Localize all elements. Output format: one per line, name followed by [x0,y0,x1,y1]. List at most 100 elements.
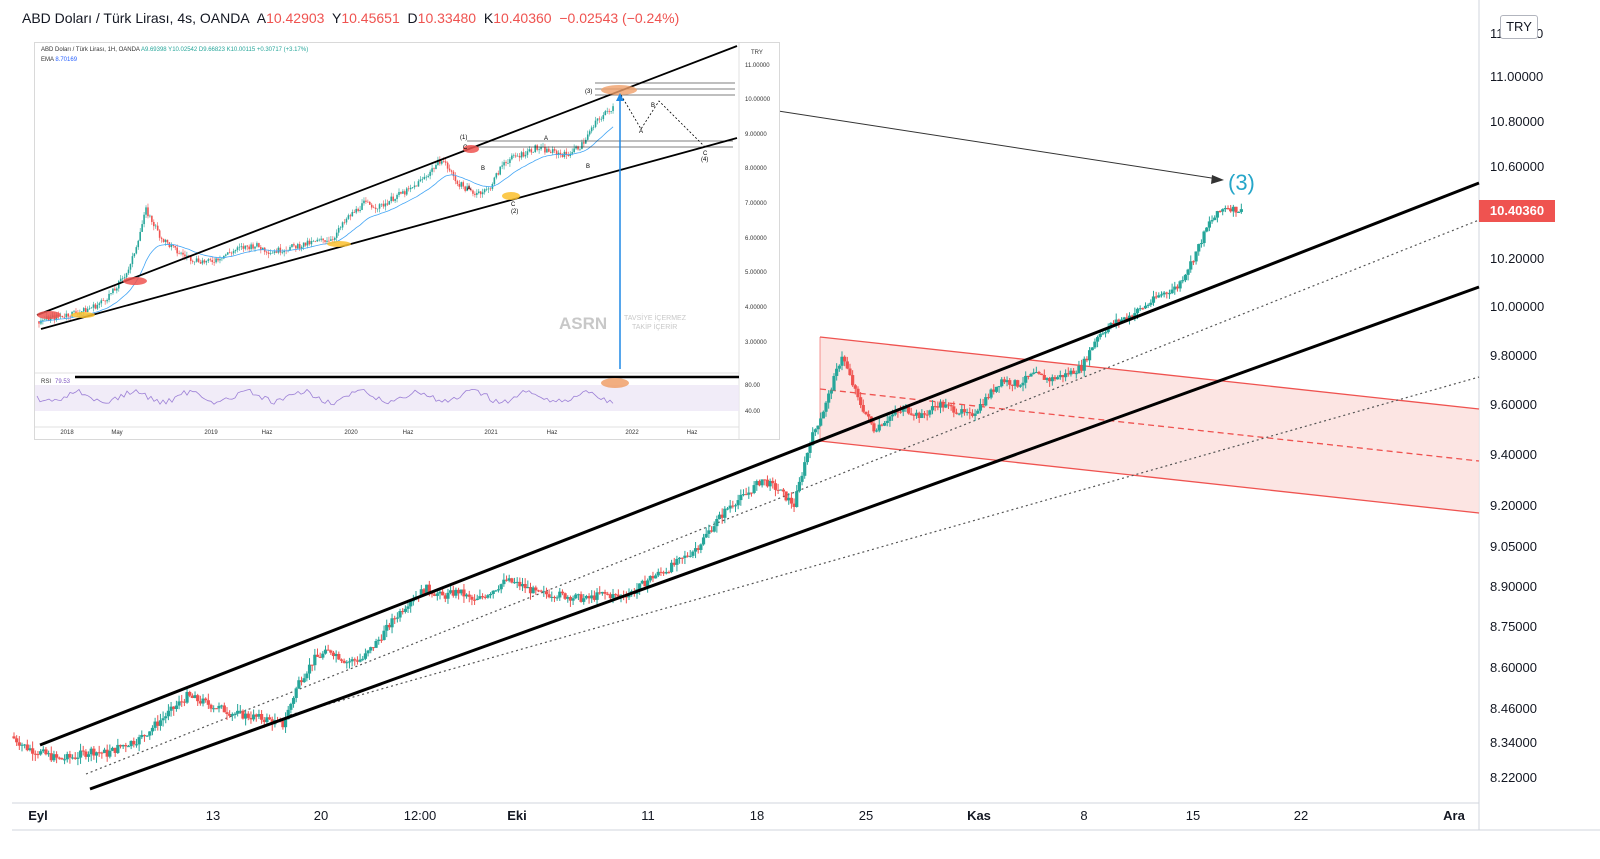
candle-body [938,402,943,408]
inset-candle-body [90,307,93,309]
candle-body [499,584,503,590]
price-tick-label: 9.60000 [1490,397,1537,412]
inset-candle-body [298,244,301,249]
inset-candle-body [413,185,416,188]
inset-candle-body [102,300,105,301]
candle-body [36,754,40,756]
close-label: K [483,10,494,26]
candle-body [28,748,32,751]
inset-candle-body [114,288,116,291]
candle-body [483,596,487,598]
inset-candle-body [236,247,239,251]
candle-body [31,748,35,754]
inset-candle-body [207,259,210,261]
inset-candle-body [380,203,383,205]
inset-trendline-lower [40,137,738,330]
candle-body [49,753,53,761]
candle-body [217,705,221,709]
candle-body [709,530,714,532]
candle-body [1042,374,1046,380]
inset-candle-body [433,168,435,169]
inset-label-b3: B [651,103,655,109]
inset-candle-body [594,120,597,127]
candle-body [1079,365,1084,371]
inset-candle-body [195,258,198,262]
inset-candle-body [205,260,208,263]
candle-body [134,744,139,746]
candle-body [819,418,823,426]
inset-candle-body [405,188,408,195]
inset-candle-body [100,300,103,304]
candle-body [771,480,775,484]
candle-body [467,594,471,597]
inset-candle-body [135,247,138,254]
inset-candle-body [456,181,459,184]
inset-ema-name: EMA [41,57,54,63]
candle-body [475,598,479,600]
inset-candle-body [170,244,173,248]
candle-body [608,594,612,599]
candle-body [603,591,607,594]
price-tick-label: 10.60000 [1490,159,1544,174]
candle-body [539,590,543,592]
candle-body [140,734,144,738]
candle-body [353,659,357,661]
candle-body [382,630,386,640]
candle-body [917,412,921,419]
inset-candle-body [293,244,295,246]
inset-rsi-axis: 80.00 40.00 [745,383,761,415]
inset-price-tick: 11.00000 [745,63,770,69]
inset-ema-line [38,126,614,322]
inset-label-a2: A [544,136,548,142]
inset-candle-body [193,261,196,263]
candle-body [518,581,522,587]
inset-candle-body [252,244,254,249]
candle-body [361,658,365,660]
inset-candle-body [337,227,340,233]
candle-body [262,719,266,723]
candle-body [792,503,796,507]
inset-candle-body [256,243,258,247]
inset-candle-body [123,277,126,279]
inset-candle-body [69,316,71,318]
candle-body [472,599,477,601]
inset-candle-body [84,308,87,313]
inset-candle-body [398,191,400,195]
time-tick-label: 25 [859,808,873,823]
inset-candle-body [474,193,476,195]
inset-time-tick: 2022 [625,430,639,436]
candle-body [1221,209,1225,212]
inset-time-tick: Haz [547,430,558,436]
candle-body [1189,261,1193,270]
inset-rsi-label: RSI [41,379,51,385]
inset-candle-body [392,196,394,201]
candle-body [142,734,147,736]
candle-body [797,481,801,492]
inset-candle-body [314,240,317,242]
candle-body [882,422,887,426]
candle-body [480,596,485,598]
candle-body [544,591,549,595]
candle-body [478,596,482,599]
inset-candle-body [223,255,225,259]
inset-wave-4: (4) [701,157,708,163]
candle-body [334,653,338,657]
candle-body [438,591,442,594]
inset-candle-body [306,240,309,246]
candle-body [976,410,980,414]
inset-candle-body [88,308,91,309]
projection-path [620,94,706,148]
candle-body [829,390,833,394]
currency-button[interactable]: TRY [1500,15,1538,39]
inset-candle-body [333,237,336,240]
candle-body [78,750,83,758]
candle-body [1117,319,1121,322]
candle-body [190,695,194,698]
candle-body [515,581,519,583]
candle-body [201,698,205,704]
candle-body [563,593,567,599]
candle-body [928,410,932,415]
inset-candle-body [520,152,523,158]
candle-body [1173,286,1177,290]
highlight-ellipse-4 [37,311,61,319]
